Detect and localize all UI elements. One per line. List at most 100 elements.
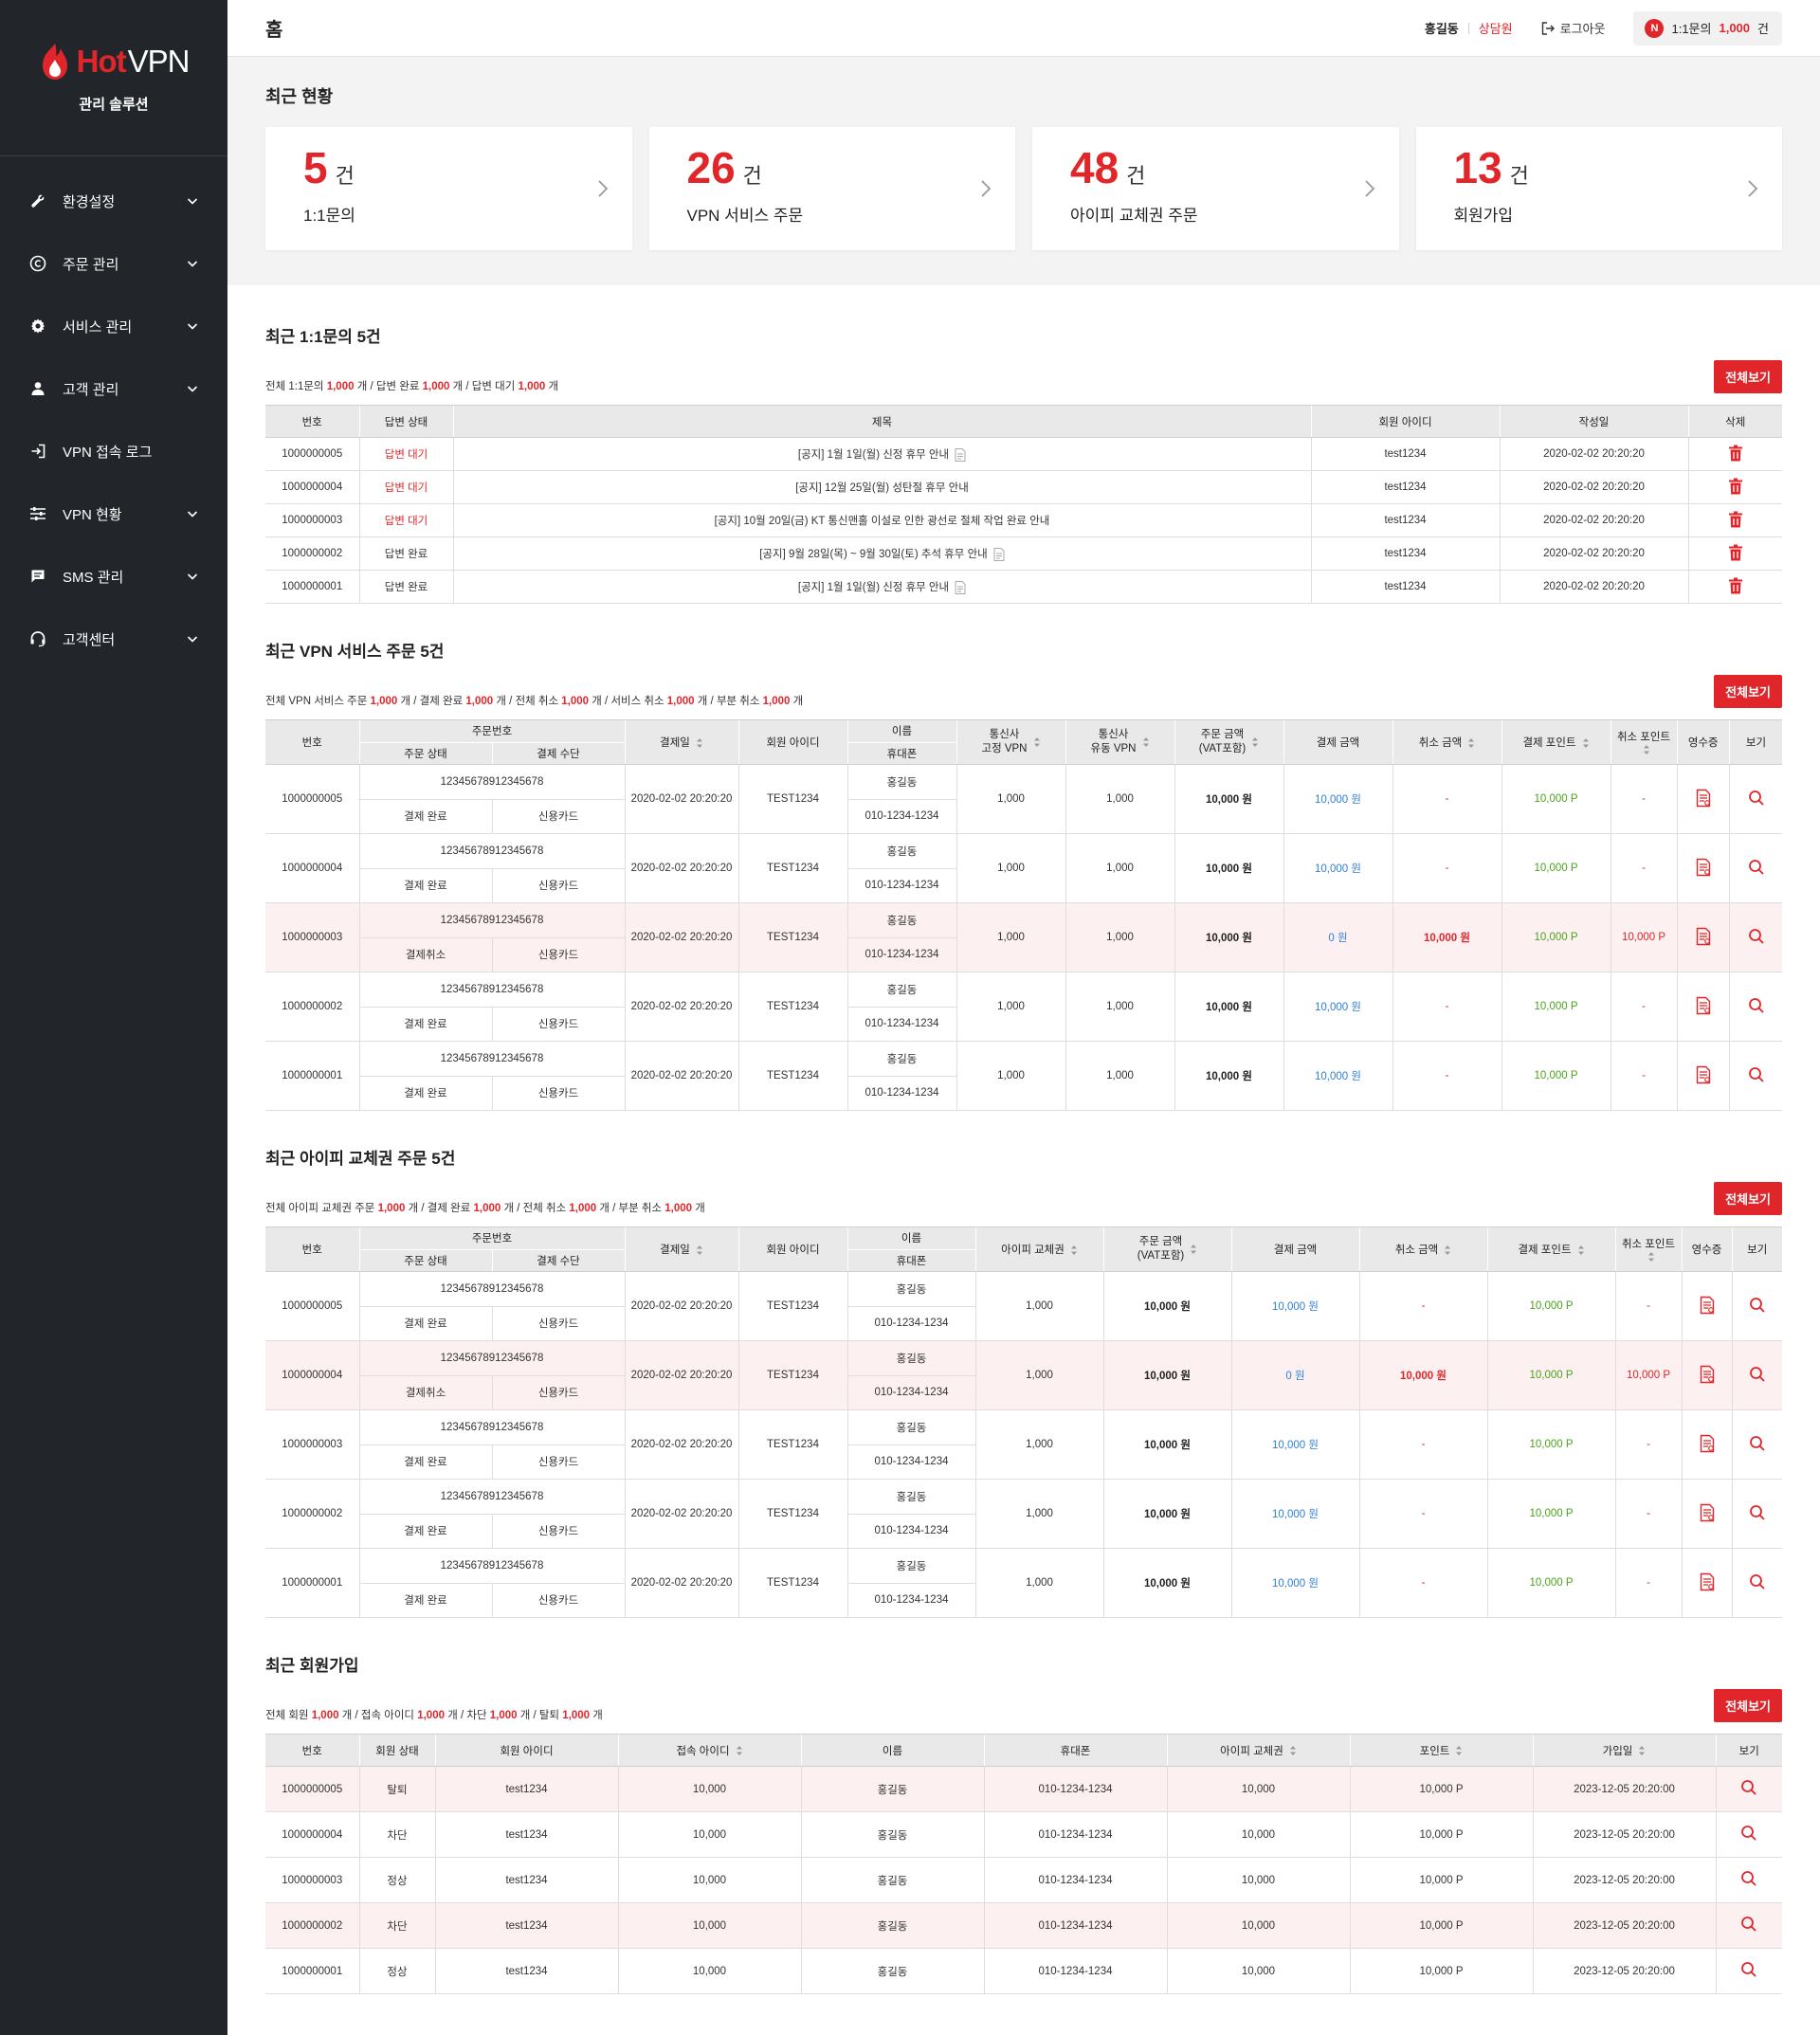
table-row[interactable]: 1000000005 12345678912345678 결제 완료 신용카드 20… (265, 1271, 1782, 1341)
sort-icon[interactable] (1647, 1251, 1655, 1263)
receipt-icon[interactable] (1698, 1434, 1717, 1453)
sort-icon[interactable] (1467, 737, 1475, 749)
summary-card[interactable]: 48 건 아이피 교체권 주문 (1032, 127, 1399, 250)
sort-icon[interactable] (696, 737, 703, 749)
sidebar-item-5[interactable]: VPN 현황 (0, 482, 228, 545)
table-row[interactable]: 1000000003 12345678912345678 결제취소 신용카드 202… (265, 902, 1782, 972)
search-view-icon[interactable] (1748, 1434, 1767, 1453)
sort-icon[interactable] (1070, 1245, 1078, 1256)
receipt-icon[interactable] (1698, 1365, 1717, 1384)
search-view-icon[interactable] (1748, 1503, 1767, 1522)
sort-icon[interactable] (1444, 1245, 1451, 1256)
search-view-icon[interactable] (1747, 927, 1766, 946)
inquiry-title-cell[interactable]: [공지] 1월 1일(월) 신정 휴무 안내 (452, 570, 1311, 604)
receipt-icon[interactable] (1694, 996, 1713, 1015)
order-cell: 12345678912345678 결제 완료 신용카드 (358, 1479, 625, 1549)
table-row[interactable]: 1000000003 정상 test1234 10,000 홍길동 010-12… (265, 1857, 1782, 1903)
view-cell (1731, 1340, 1782, 1410)
summary-card[interactable]: 13 건 회원가입 (1415, 127, 1782, 250)
logo[interactable]: Hot VPN (39, 43, 190, 81)
inquiry-view-all-button[interactable]: 전체보기 (1714, 360, 1782, 393)
delete-trash-icon[interactable] (1728, 577, 1743, 594)
table-row[interactable]: 1000000003 12345678912345678 결제 완료 신용카드 20… (265, 1409, 1782, 1480)
table-row[interactable]: 1000000004 차단 test1234 10,000 홍길동 010-12… (265, 1811, 1782, 1858)
logout-button[interactable]: 로그아웃 (1541, 19, 1605, 37)
summary-card[interactable]: 26 건 VPN 서비스 주문 (648, 127, 1015, 250)
sort-icon[interactable] (1638, 1745, 1646, 1756)
sort-icon[interactable] (1582, 737, 1590, 749)
sidebar-item-3[interactable]: 고객 관리 (0, 357, 228, 420)
receipt-icon[interactable] (1694, 1065, 1713, 1084)
search-view-icon[interactable] (1747, 789, 1766, 808)
delete-trash-icon[interactable] (1728, 445, 1743, 462)
sidebar-item-1[interactable]: 주문 관리 (0, 232, 228, 295)
table-row[interactable]: 1000000005 12345678912345678 결제 완료 신용카드 20… (265, 764, 1782, 834)
sidebar-item-6[interactable]: SMS 관리 (0, 545, 228, 608)
cancel-amount: - (1392, 833, 1502, 903)
sort-icon[interactable] (1142, 736, 1150, 748)
sort-icon[interactable] (1190, 1244, 1197, 1255)
table-row[interactable]: 1000000002 차단 test1234 10,000 홍길동 010-12… (265, 1902, 1782, 1949)
receipt-icon[interactable] (1694, 858, 1713, 877)
sort-icon[interactable] (1643, 744, 1650, 755)
search-view-icon[interactable] (1739, 1824, 1758, 1843)
table-row[interactable]: 1000000004 12345678912345678 결제취소 신용카드 202… (265, 1340, 1782, 1410)
receipt-icon[interactable] (1694, 927, 1713, 946)
delete-trash-icon[interactable] (1728, 478, 1743, 495)
column-header: 번호 (265, 1226, 359, 1272)
table-row[interactable]: 1000000002 12345678912345678 결제 완료 신용카드 20… (265, 1479, 1782, 1549)
table-row[interactable]: 1000000001 답변 완료 [공지] 1월 1일(월) 신정 휴무 안내 … (265, 570, 1782, 604)
inquiry-title-cell[interactable]: [공지] 1월 1일(월) 신정 휴무 안내 (452, 437, 1311, 471)
table-row[interactable]: 1000000001 12345678912345678 결제 완료 신용카드 20… (265, 1548, 1782, 1618)
sort-icon[interactable] (1455, 1745, 1463, 1756)
sort-icon[interactable] (736, 1745, 743, 1756)
table-row[interactable]: 1000000005 답변 대기 [공지] 1월 1일(월) 신정 휴무 안내 … (265, 437, 1782, 471)
members-view-all-button[interactable]: 전체보기 (1714, 1689, 1782, 1722)
table-row[interactable]: 1000000002 답변 완료 [공지] 9월 28일(목) ~ 9월 30일… (265, 536, 1782, 571)
ip-orders-view-all-button[interactable]: 전체보기 (1714, 1182, 1782, 1215)
search-view-icon[interactable] (1748, 1365, 1767, 1384)
column-header-label: (VAT포함) (1137, 1250, 1185, 1262)
sort-icon[interactable] (1577, 1245, 1585, 1256)
receipt-icon[interactable] (1698, 1296, 1717, 1315)
search-view-icon[interactable] (1747, 1065, 1766, 1084)
inquiry-title-cell[interactable]: [공지] 12월 25일(월) 성탄절 휴무 안내 (452, 470, 1311, 504)
receipt-icon[interactable] (1694, 789, 1713, 808)
table-row[interactable]: 1000000004 답변 대기 [공지] 12월 25일(월) 성탄절 휴무 … (265, 470, 1782, 504)
sidebar-item-4[interactable]: VPN 접속 로그 (0, 420, 228, 482)
search-view-icon[interactable] (1748, 1572, 1767, 1591)
sidebar-item-7[interactable]: 고객센터 (0, 608, 228, 670)
delete-trash-icon[interactable] (1728, 511, 1743, 528)
chat-icon (28, 567, 47, 586)
inquiry-title-cell[interactable]: [공지] 10월 20일(금) KT 통신맨홀 이설로 인한 광선로 절체 작업… (452, 503, 1311, 537)
table-row[interactable]: 1000000001 정상 test1234 10,000 홍길동 010-12… (265, 1948, 1782, 1994)
table-row[interactable]: 1000000005 탈퇴 test1234 10,000 홍길동 010-12… (265, 1766, 1782, 1812)
inquiry-notification[interactable]: N 1:1문의 1,000 건 (1633, 10, 1782, 45)
table-row[interactable]: 1000000004 12345678912345678 결제 완료 신용카드 20… (265, 833, 1782, 903)
inquiry-title-cell[interactable]: [공지] 9월 28일(목) ~ 9월 30일(토) 추석 휴무 안내 (452, 536, 1311, 571)
receipt-cell (1676, 902, 1730, 972)
search-view-icon[interactable] (1747, 996, 1766, 1015)
delete-trash-icon[interactable] (1728, 544, 1743, 561)
search-view-icon[interactable] (1739, 1778, 1758, 1797)
table-row[interactable]: 1000000001 12345678912345678 결제 완료 신용카드 20… (265, 1041, 1782, 1111)
vpn-orders-view-all-button[interactable]: 전체보기 (1714, 675, 1782, 708)
search-view-icon[interactable] (1739, 1960, 1758, 1979)
sidebar-item-0[interactable]: 환경설정 (0, 170, 228, 232)
sidebar-item-2[interactable]: 서비스 관리 (0, 295, 228, 357)
sort-icon[interactable] (1289, 1745, 1297, 1756)
search-view-icon[interactable] (1748, 1296, 1767, 1315)
search-view-icon[interactable] (1739, 1915, 1758, 1934)
sort-icon[interactable] (1033, 736, 1041, 748)
sort-icon[interactable] (1251, 736, 1259, 748)
pay-method: 신용카드 (491, 1444, 625, 1479)
table-row[interactable]: 1000000003 답변 대기 [공지] 10월 20일(금) KT 통신맨홀… (265, 503, 1782, 537)
receipt-icon[interactable] (1698, 1572, 1717, 1591)
search-view-icon[interactable] (1739, 1869, 1758, 1888)
table-row[interactable]: 1000000002 12345678912345678 결제 완료 신용카드 20… (265, 972, 1782, 1042)
sort-icon[interactable] (696, 1245, 703, 1256)
receipt-icon[interactable] (1698, 1503, 1717, 1522)
order-cell: 12345678912345678 결제 완료 신용카드 (358, 833, 625, 903)
search-view-icon[interactable] (1747, 858, 1766, 877)
